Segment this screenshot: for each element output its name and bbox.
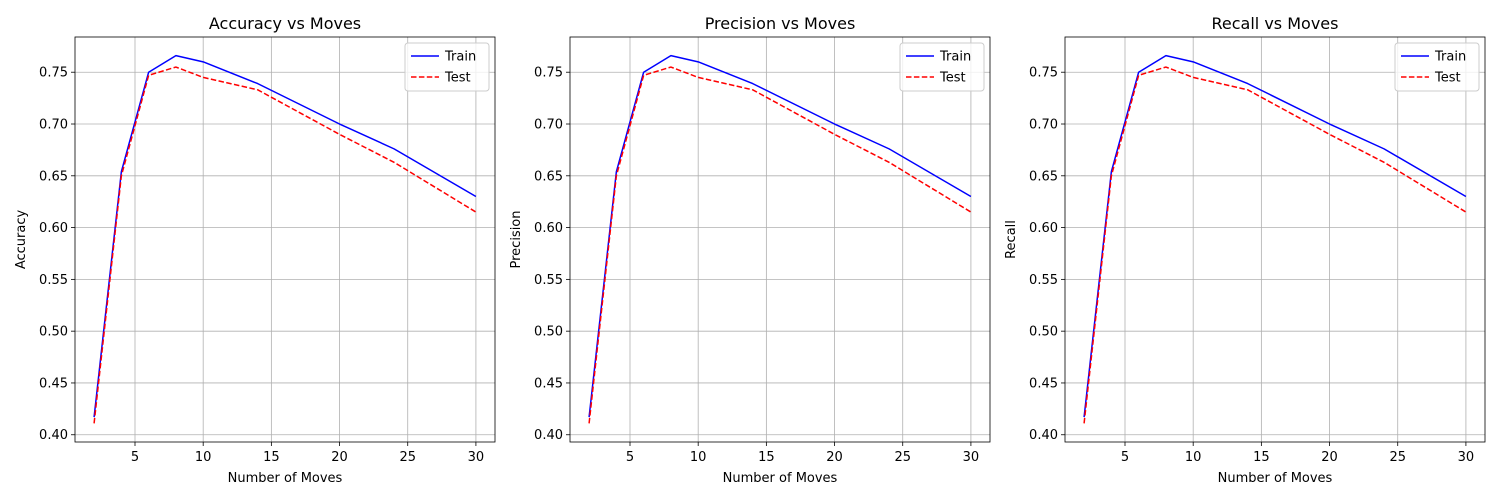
y-tick-label: 0.45: [1029, 376, 1058, 391]
y-tick-label: 0.75: [1029, 66, 1058, 81]
x-tick-label: 5: [626, 450, 634, 465]
y-axis-label: Precision: [509, 210, 524, 268]
legend: Train Test: [1394, 42, 1480, 92]
y-tick-label: 0.40: [534, 428, 563, 443]
x-tick-label: 5: [1121, 450, 1129, 465]
plot-frame: [1064, 36, 1486, 443]
y-tick-label: 0.40: [1029, 428, 1058, 443]
x-tick-label: 30: [963, 450, 980, 465]
y-tick-label: 0.60: [39, 221, 68, 236]
y-tick-label: 0.55: [534, 273, 563, 288]
series-line-test: [1083, 66, 1467, 424]
legend-box: [404, 42, 490, 92]
legend-label-train: Train: [444, 50, 476, 65]
chart-panel-2: 5 10 15 20 25 30 0.40 0.45 0.50 0.55 0.60 0.65 0.70 0…: [509, 14, 991, 486]
y-tick-label: 0.50: [534, 325, 563, 340]
x-tick-label: 20: [826, 450, 843, 465]
x-tick-label: 15: [1253, 450, 1270, 465]
legend-label-test: Test: [1434, 71, 1461, 86]
chart-panel-3: 5 10 15 20 25 30 0.40 0.45 0.50 0.55 0.60 0.65 0.70 0…: [1004, 14, 1486, 486]
x-tick-label: 30: [1458, 450, 1475, 465]
plot-frame: [74, 36, 496, 443]
y-axis-label: Accuracy: [14, 210, 29, 270]
x-tick-label: 10: [690, 450, 707, 465]
legend-label-test: Test: [939, 71, 966, 86]
x-tick-label: 5: [131, 450, 139, 465]
legend-box: [1394, 42, 1480, 92]
y-tick-label: 0.65: [534, 169, 563, 184]
x-tick-label: 25: [399, 450, 416, 465]
y-tick-label: 0.45: [39, 376, 68, 391]
series-line-test: [588, 66, 972, 424]
x-tick-label: 20: [1321, 450, 1338, 465]
y-tick-label: 0.50: [1029, 325, 1058, 340]
series-line-train: [588, 54, 972, 418]
y-tick-label: 0.70: [39, 118, 68, 133]
chart-title: Precision vs Moves: [705, 14, 856, 33]
y-tick-label: 0.70: [534, 118, 563, 133]
x-axis-label: Number of Moves: [228, 471, 343, 486]
series-line-test: [93, 66, 477, 424]
x-tick-label: 25: [1389, 450, 1406, 465]
y-tick-label: 0.65: [1029, 169, 1058, 184]
legend-box: [899, 42, 985, 92]
y-tick-label: 0.55: [39, 273, 68, 288]
x-tick-label: 25: [894, 450, 911, 465]
legend: Train Test: [404, 42, 490, 92]
y-tick-label: 0.75: [39, 66, 68, 81]
plot-frame: [569, 36, 991, 443]
y-tick-label: 0.60: [534, 221, 563, 236]
y-tick-label: 0.60: [1029, 221, 1058, 236]
y-tick-label: 0.70: [1029, 118, 1058, 133]
chart-panel-1: 5 10 15 20 25 30 0.40 0.45 0.50 0.55 0.60 0.65 0.70 0…: [14, 14, 496, 486]
x-tick-label: 10: [1185, 450, 1202, 465]
series-line-train: [93, 54, 477, 418]
x-tick-label: 15: [263, 450, 280, 465]
y-axis-label: Recall: [1004, 220, 1019, 259]
chart-title: Recall vs Moves: [1212, 14, 1339, 33]
x-axis-label: Number of Moves: [1218, 471, 1333, 486]
series-line-train: [1083, 54, 1467, 418]
y-tick-label: 0.75: [534, 66, 563, 81]
legend-label-train: Train: [939, 50, 971, 65]
legend-label-train: Train: [1434, 50, 1466, 65]
x-tick-label: 30: [468, 450, 485, 465]
x-tick-label: 15: [758, 450, 775, 465]
x-tick-label: 10: [195, 450, 212, 465]
x-axis-label: Number of Moves: [723, 471, 838, 486]
legend: Train Test: [899, 42, 985, 92]
y-tick-label: 0.65: [39, 169, 68, 184]
y-tick-label: 0.50: [39, 325, 68, 340]
y-tick-label: 0.45: [534, 376, 563, 391]
y-tick-label: 0.40: [39, 428, 68, 443]
chart-title: Accuracy vs Moves: [209, 14, 361, 33]
legend-label-test: Test: [444, 71, 471, 86]
x-tick-label: 20: [331, 450, 348, 465]
y-tick-label: 0.55: [1029, 273, 1058, 288]
